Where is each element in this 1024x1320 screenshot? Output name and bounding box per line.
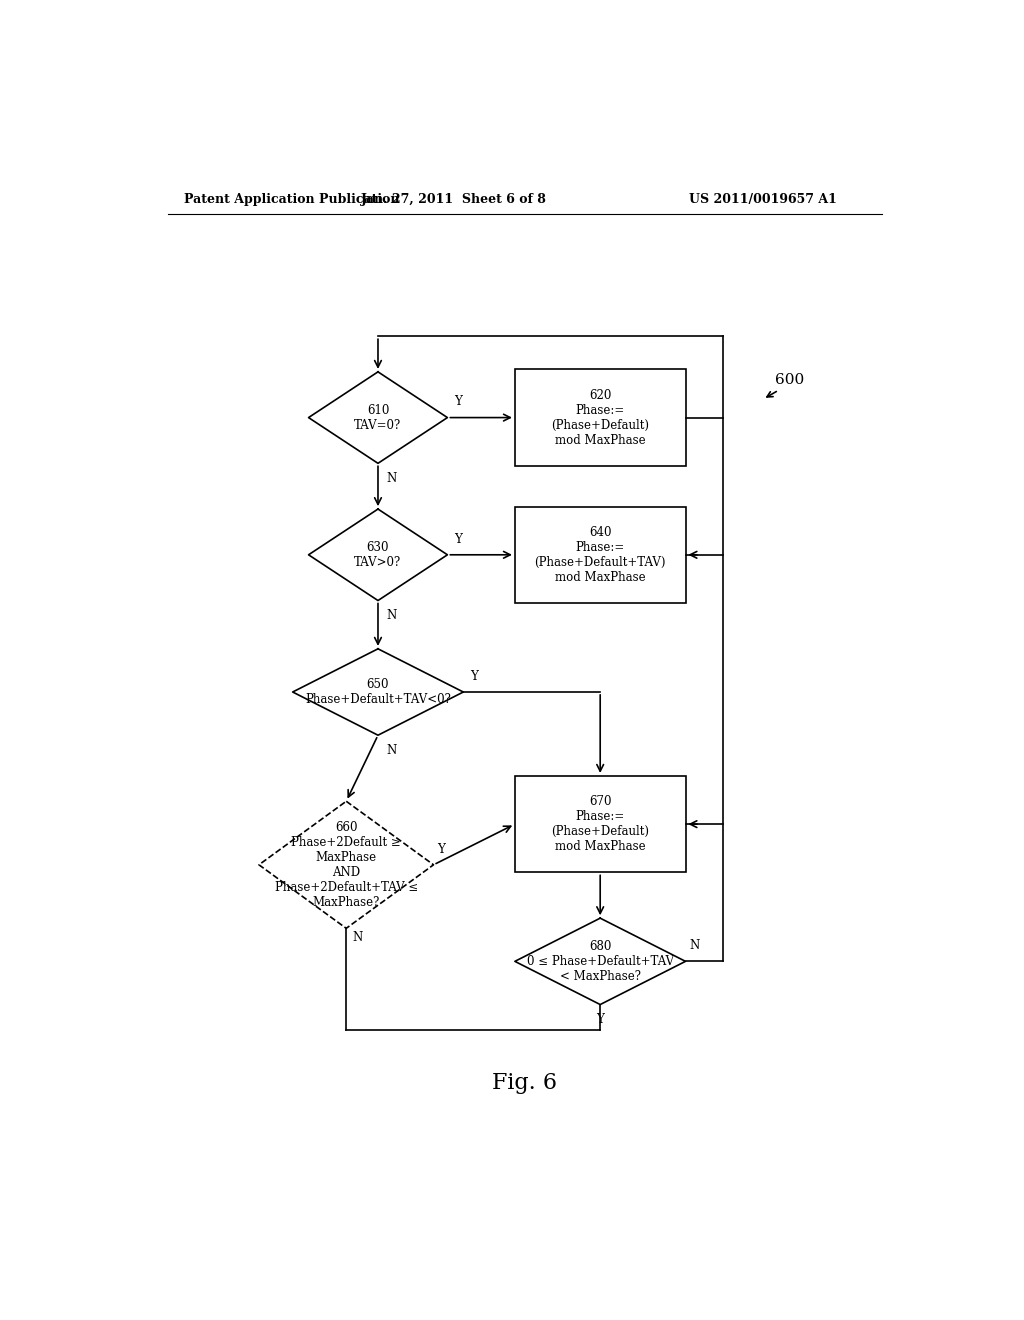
Text: Patent Application Publication: Patent Application Publication — [183, 193, 399, 206]
Text: Y: Y — [454, 532, 462, 545]
Text: N: N — [386, 609, 396, 622]
Bar — [515, 370, 685, 466]
Text: 640
Phase:=
(Phase+Default+TAV)
mod MaxPhase: 640 Phase:= (Phase+Default+TAV) mod MaxP… — [535, 525, 666, 583]
Text: 630
TAV>0?: 630 TAV>0? — [354, 541, 401, 569]
Text: 620
Phase:=
(Phase+Default)
mod MaxPhase: 620 Phase:= (Phase+Default) mod MaxPhase — [551, 388, 649, 446]
Bar — [515, 507, 685, 603]
Text: US 2011/0019657 A1: US 2011/0019657 A1 — [689, 193, 837, 206]
Bar — [515, 776, 685, 873]
Text: 650
Phase+Default+TAV<0?: 650 Phase+Default+TAV<0? — [305, 678, 451, 706]
Text: N: N — [352, 931, 362, 944]
Text: Y: Y — [470, 669, 477, 682]
Text: N: N — [386, 743, 396, 756]
Text: Y: Y — [437, 842, 445, 855]
Text: 660
Phase+2Default ≥
MaxPhase
AND
Phase+2Default+TAV ≤
MaxPhase?: 660 Phase+2Default ≥ MaxPhase AND Phase+… — [274, 821, 418, 908]
Text: Y: Y — [596, 1012, 604, 1026]
Text: 680
0 ≤ Phase+Default+TAV
< MaxPhase?: 680 0 ≤ Phase+Default+TAV < MaxPhase? — [526, 940, 674, 983]
Text: 670
Phase:=
(Phase+Default)
mod MaxPhase: 670 Phase:= (Phase+Default) mod MaxPhase — [551, 795, 649, 853]
Text: 610
TAV=0?: 610 TAV=0? — [354, 404, 401, 432]
Text: N: N — [689, 939, 699, 952]
Text: Jan. 27, 2011  Sheet 6 of 8: Jan. 27, 2011 Sheet 6 of 8 — [360, 193, 547, 206]
Text: 600: 600 — [775, 374, 804, 387]
Text: N: N — [386, 471, 396, 484]
Text: Fig. 6: Fig. 6 — [493, 1072, 557, 1094]
Text: Y: Y — [454, 396, 462, 408]
